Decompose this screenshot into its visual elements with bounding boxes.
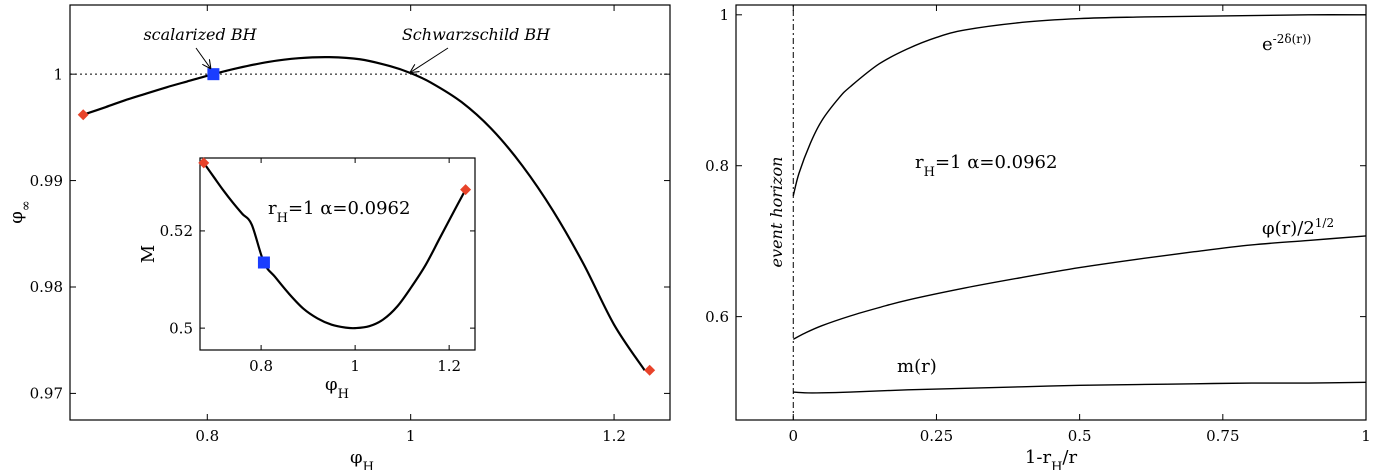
inset-x-tick-label: 1.2 xyxy=(437,357,461,375)
left-y-tick-label: 0.99 xyxy=(30,172,63,190)
right-plot-frame xyxy=(735,4,1367,421)
left-markers xyxy=(77,68,656,376)
inset-marker-diamond xyxy=(460,184,472,196)
right-x-tick-label: 1 xyxy=(1361,427,1371,445)
left-x-axis-label: φH xyxy=(350,447,374,470)
left-y-tick-label: 0.98 xyxy=(30,278,63,296)
inset-marker-square xyxy=(257,256,270,269)
left-panel: 0.8 1 1.2 0.97 0.98 0.99 1 φH φ∞ scalarized B… xyxy=(6,4,671,470)
left-x-tick-label: 0.8 xyxy=(195,427,219,445)
inset-y-axis-label: M xyxy=(138,245,159,263)
series-scalar-line xyxy=(792,235,1367,340)
right-x-axis-label: 1-rH/r xyxy=(1025,447,1078,470)
inset-series-line xyxy=(202,162,467,330)
inset-marker-diamond xyxy=(198,157,210,169)
series-label-metric: e-2δ(r)) xyxy=(1262,32,1311,55)
annotation-arrow-scalarized xyxy=(195,47,210,68)
right-y-tick-label: 1 xyxy=(719,6,729,24)
left-y-ticks: 0.97 0.98 0.99 1 xyxy=(30,65,670,403)
inset-x-tick-label: 1 xyxy=(350,357,360,375)
inset-y-tick-label: 0.52 xyxy=(160,222,193,240)
inset-x-axis-label: φH xyxy=(325,374,349,402)
left-x-ticks: 0.8 1 1.2 xyxy=(195,5,626,445)
left-plot-frame xyxy=(69,4,671,421)
series-metric-line xyxy=(792,14,1367,197)
inset-panel: 0.8 1 1.2 0.5 0.52 rH=1 α=0.0962 φH M xyxy=(138,157,476,402)
left-y-tick-label: 0.97 xyxy=(30,385,63,403)
right-x-tick-label: 0 xyxy=(788,427,798,445)
right-panel: event horizon 0 0.25 0.5 0.75 1 0.6 0.8 1 e-2δ… xyxy=(705,4,1371,470)
right-x-tick-label: 0.5 xyxy=(1068,427,1092,445)
inset-markers xyxy=(198,157,472,269)
left-x-tick-label: 1 xyxy=(406,427,416,445)
annotation-schwarzschild-bh: Schwarzschild BH xyxy=(402,25,551,44)
left-marker-square xyxy=(207,68,220,81)
right-y-tick-label: 0.8 xyxy=(705,157,729,175)
inset-plot-frame xyxy=(199,157,476,351)
right-x-tick-label: 0.75 xyxy=(1206,427,1239,445)
annotation-scalarized-bh: scalarized BH xyxy=(143,25,257,44)
left-marker-diamond xyxy=(77,109,89,121)
series-label-mass: m(r) xyxy=(897,356,937,377)
event-horizon-label: event horizon xyxy=(767,157,786,268)
inset-y-tick-label: 0.5 xyxy=(169,319,193,337)
right-y-tick-label: 0.6 xyxy=(705,308,729,326)
left-y-axis-label: φ∞ xyxy=(6,200,34,223)
inset-x-ticks: 0.8 1 1.2 xyxy=(249,158,461,375)
right-x-tick-label: 0.25 xyxy=(920,427,953,445)
right-parameter-label: rH=1 α=0.0962 xyxy=(915,152,1057,180)
left-x-tick-label: 1.2 xyxy=(602,427,626,445)
left-series-line xyxy=(82,56,646,371)
series-mass-line xyxy=(793,381,1367,394)
inset-y-ticks: 0.5 0.52 xyxy=(160,222,475,337)
left-y-tick-label: 1 xyxy=(53,65,63,83)
series-label-scalar: φ(r)/21/2 xyxy=(1262,216,1334,239)
inset-parameter-label: rH=1 α=0.0962 xyxy=(268,198,410,226)
inset-x-tick-label: 0.8 xyxy=(249,357,273,375)
left-marker-diamond xyxy=(644,364,656,376)
annotation-arrow-schwarzschild xyxy=(411,47,449,72)
right-y-ticks: 0.6 0.8 1 xyxy=(705,6,1366,326)
right-x-ticks: 0 0.25 0.5 0.75 1 xyxy=(788,5,1371,445)
